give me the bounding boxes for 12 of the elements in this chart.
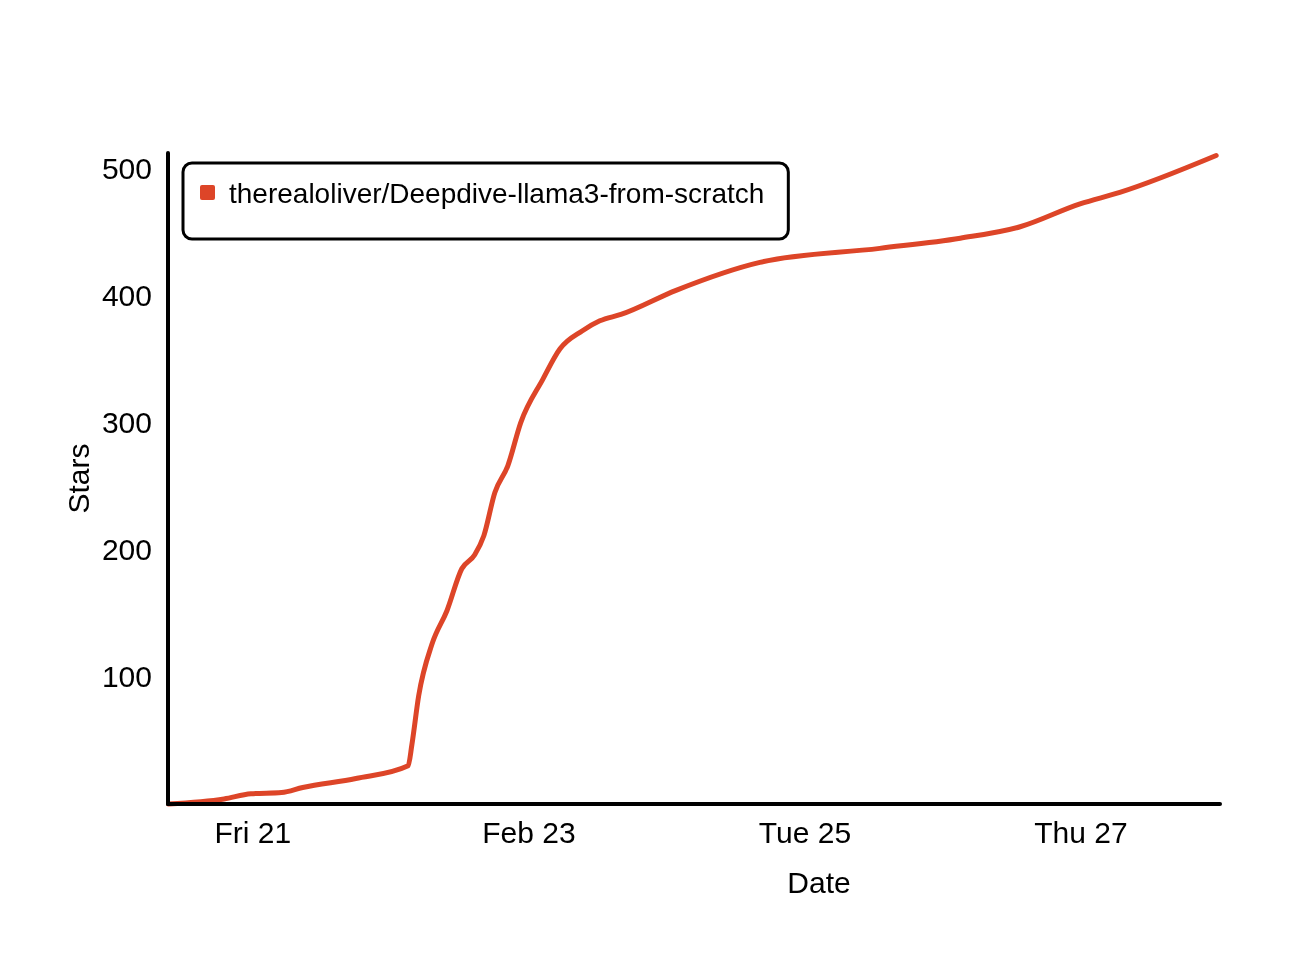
x-tick-label: Thu 27 [1034,815,1128,849]
legend-label: therealoliver/Deepdive-llama3-from-scratch [229,177,765,209]
y-tick-label: 100 [101,660,152,694]
x-axis-title: Date [787,865,851,899]
y-tick-label: 500 [101,151,152,185]
y-tick-label: 200 [101,533,152,567]
x-tick-label: Fri 21 [214,815,292,849]
y-axis-title: Stars [61,443,95,514]
y-tick-label: 400 [101,278,152,312]
x-tick-label: Feb 23 [482,815,576,849]
x-tick-label: Tue 25 [758,815,852,849]
y-tick-label: 300 [101,406,152,440]
